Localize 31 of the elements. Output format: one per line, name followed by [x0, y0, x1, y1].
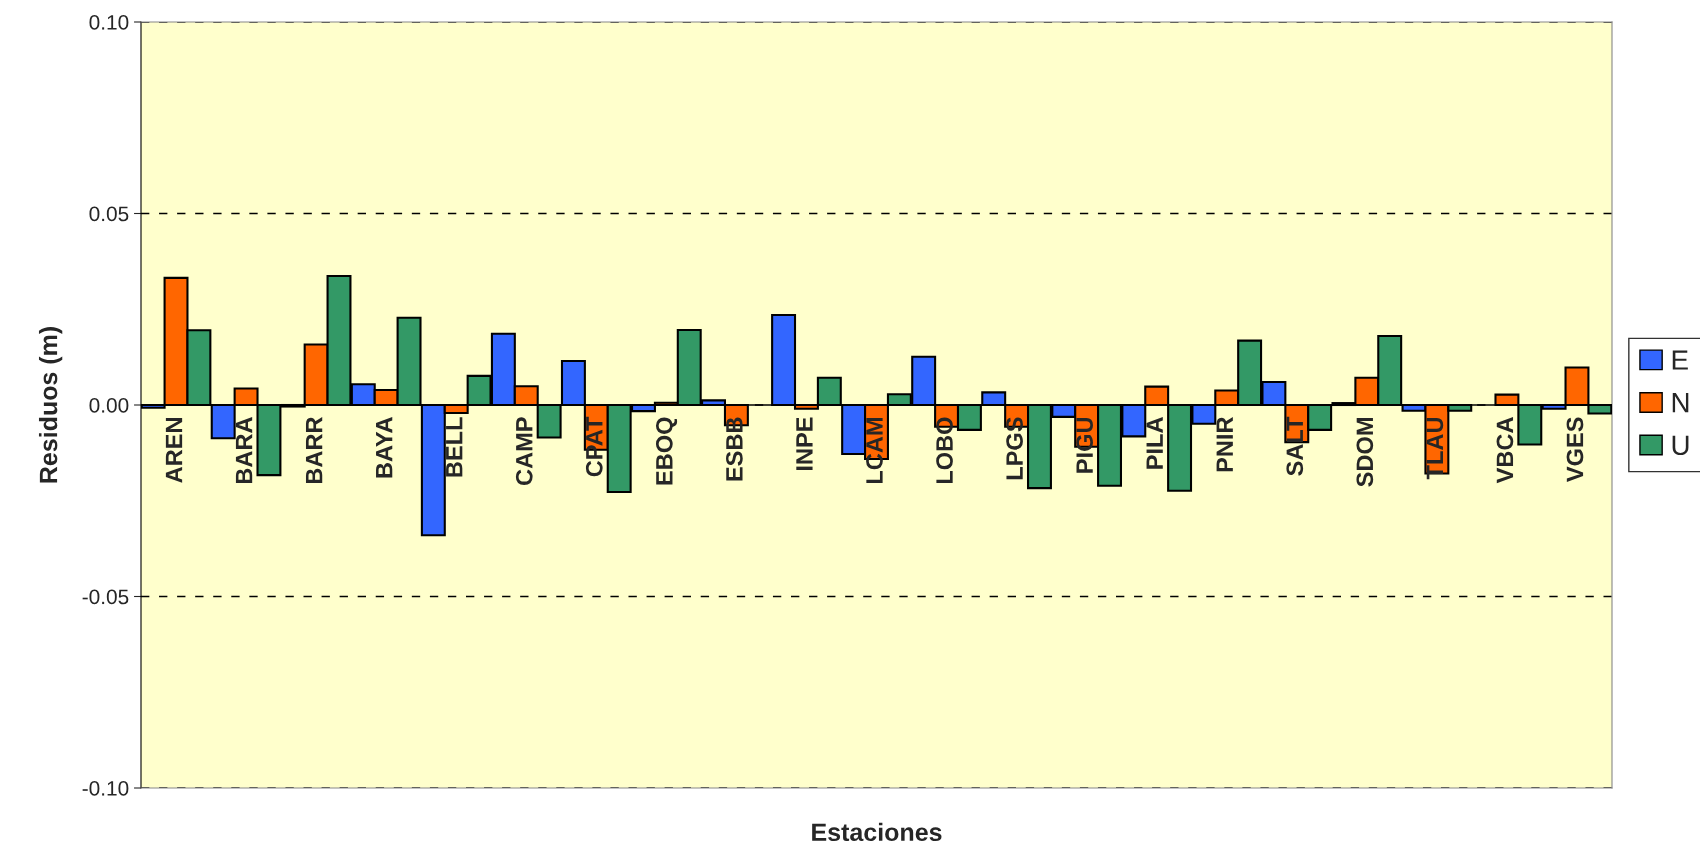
- x-tick-label: INPE: [796, 417, 813, 471]
- x-tick-label: AREN: [165, 418, 183, 483]
- x-tick-label: SDOM: [1356, 418, 1374, 487]
- legend-label: U: [1672, 435, 1689, 456]
- y-tick-label: 0.00: [89, 398, 129, 413]
- x-tick-label: TLAU: [1426, 417, 1444, 480]
- legend-label: E: [1672, 350, 1688, 370]
- x-tick-label: BARR: [305, 416, 323, 484]
- x-axis-title: Estaciones: [812, 822, 942, 842]
- x-tick-label: CAMP: [515, 417, 533, 486]
- x-tick-label: PNIR: [1216, 416, 1233, 472]
- x-tick-label: VBCA: [1496, 417, 1514, 484]
- x-tick-label: ESBB: [726, 417, 743, 481]
- x-tick-label: PIGU: [1076, 417, 1093, 473]
- y-axis-title: Residuos (m): [38, 327, 63, 483]
- x-tick-label: EBOQ: [655, 417, 678, 485]
- x-tick-label: BELL: [446, 417, 463, 477]
- legend-label: N: [1672, 393, 1689, 413]
- y-tick-label: -0.10: [82, 781, 129, 796]
- y-tick-label: -0.05: [82, 589, 129, 605]
- x-tick-label: CPAT: [585, 416, 603, 477]
- x-tick-label: BAYA: [376, 417, 393, 478]
- x-tick-label: LOBO: [936, 417, 953, 484]
- x-tick-label: BARA: [235, 417, 253, 484]
- x-tick-label: LPGS: [1006, 417, 1023, 480]
- x-tick-label: VGES: [1566, 417, 1584, 482]
- x-tick-label: LCAM: [866, 418, 883, 484]
- y-tick-label: 0.10: [89, 15, 129, 30]
- x-tick-label: SALT: [1286, 416, 1304, 476]
- y-tick-label: 0.05: [89, 206, 129, 222]
- x-tick-label: PILA: [1146, 417, 1163, 469]
